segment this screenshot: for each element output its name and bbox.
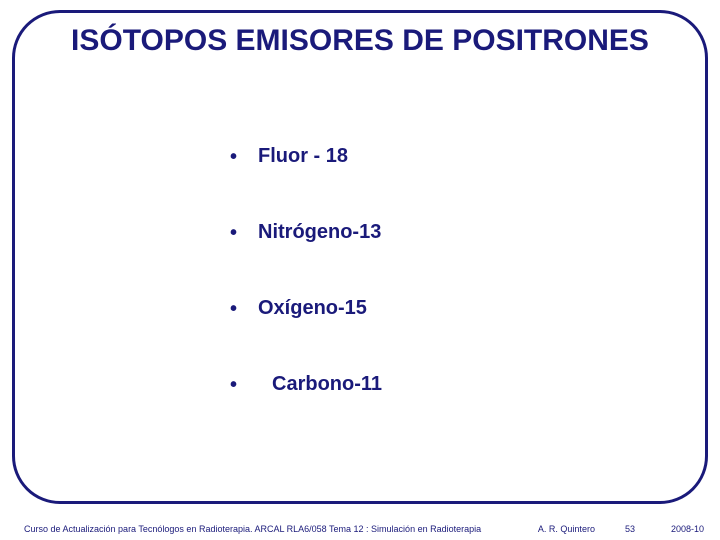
- footer: Curso de Actualización para Tecnólogos e…: [0, 524, 720, 534]
- bullet-icon: •: [230, 221, 240, 245]
- list-item-label: Carbono-11: [258, 373, 660, 397]
- list-item: • Nitrógeno-13: [230, 221, 660, 245]
- footer-course-text: Curso de Actualización para Tecnólogos e…: [24, 524, 538, 534]
- list-item: • Carbono-11: [230, 373, 660, 397]
- list-item: • Fluor - 18: [230, 145, 660, 169]
- bullet-list: • Fluor - 18 • Nitrógeno-13 • Oxígeno-15…: [230, 145, 660, 449]
- list-item-label: Fluor - 18: [258, 145, 660, 169]
- bullet-icon: •: [230, 297, 240, 321]
- footer-page-number: 53: [625, 524, 635, 534]
- list-item-label: Nitrógeno-13: [258, 221, 660, 245]
- slide: ISÓTOPOS EMISORES DE POSITRONES • Fluor …: [0, 0, 720, 540]
- list-item: • Oxígeno-15: [230, 297, 660, 321]
- footer-author: A. R. Quintero: [538, 524, 595, 534]
- bullet-icon: •: [230, 145, 240, 169]
- slide-title: ISÓTOPOS EMISORES DE POSITRONES: [0, 22, 720, 60]
- bullet-icon: •: [230, 373, 240, 397]
- list-item-label: Oxígeno-15: [258, 297, 660, 321]
- footer-date: 2008-10: [671, 524, 704, 534]
